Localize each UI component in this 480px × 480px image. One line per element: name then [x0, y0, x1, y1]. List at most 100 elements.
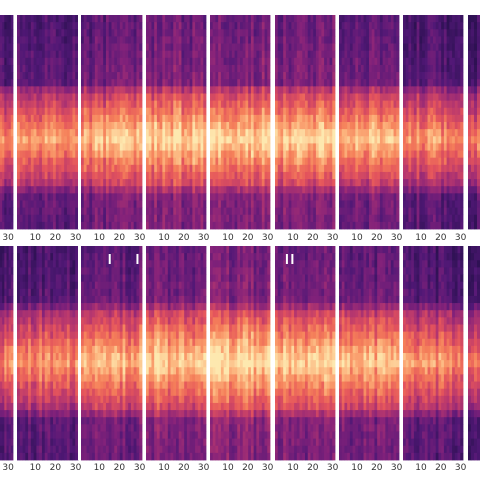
heatmap-cell — [195, 179, 199, 187]
heatmap-cell — [215, 207, 219, 216]
heatmap-cell — [92, 129, 96, 137]
heatmap-cell — [237, 22, 241, 30]
heatmap-cell — [396, 107, 400, 116]
heatmap-cell — [148, 79, 152, 87]
heatmap-cell — [176, 136, 180, 144]
heatmap-cell — [283, 157, 287, 166]
heatmap-cell — [277, 86, 281, 94]
heatmap-cell — [103, 79, 107, 87]
heatmap-cell — [329, 79, 333, 87]
heatmap-cell — [240, 143, 244, 151]
heatmap-cell — [130, 64, 135, 73]
heatmap-cell — [36, 122, 40, 130]
heatmap-cell — [117, 114, 121, 123]
heatmap-cell — [105, 57, 110, 66]
heatmap-cell — [105, 186, 110, 194]
heatmap-cell — [8, 136, 12, 144]
heatmap-cell — [17, 36, 21, 44]
heatmap-cell — [355, 64, 359, 73]
heatmap-cell — [103, 122, 107, 130]
heatmap-cell — [58, 164, 62, 173]
heatmap-cell — [403, 214, 407, 223]
heatmap-cell — [349, 200, 354, 208]
heatmap-cell — [435, 29, 439, 37]
heatmap-cell — [250, 164, 255, 173]
heatmap-cell — [220, 22, 225, 30]
heatmap-cell — [307, 171, 311, 180]
heatmap-cell — [6, 36, 10, 44]
heatmap-cell — [307, 29, 311, 37]
heatmap-cell — [111, 200, 115, 208]
heatmap-cell — [413, 207, 418, 216]
heatmap-cell — [332, 114, 336, 123]
heatmap-cell — [403, 57, 407, 66]
heatmap-cell — [72, 50, 76, 59]
heatmap-cell — [220, 43, 225, 52]
heatmap-cell — [390, 50, 394, 59]
heatmap-cell — [332, 64, 336, 73]
heatmap-cell — [427, 43, 431, 52]
heatmap-cell — [430, 193, 434, 201]
heatmap-cell — [379, 164, 384, 173]
heatmap-cell — [151, 207, 155, 216]
heatmap-cell — [390, 57, 394, 66]
heatmap-cell — [159, 22, 163, 30]
heatmap-cell — [388, 122, 392, 130]
heatmap-cell — [305, 122, 309, 130]
heatmap-cell — [148, 100, 152, 109]
heatmap-cell — [72, 72, 76, 80]
heatmap-cell — [212, 22, 216, 30]
heatmap-cell — [294, 143, 298, 151]
heatmap-cell — [86, 157, 90, 166]
heatmap-cell — [173, 29, 177, 37]
heatmap-cell — [154, 93, 158, 101]
heatmap-cell — [366, 122, 370, 130]
heatmap-cell — [44, 179, 48, 187]
heatmap-cell — [256, 57, 260, 66]
heatmap-cell — [215, 15, 219, 23]
heatmap-cell — [390, 129, 394, 137]
heatmap-cell — [310, 129, 314, 137]
heatmap-cell — [422, 100, 426, 109]
heatmap-cell — [299, 143, 303, 151]
heatmap-cell — [305, 50, 309, 59]
heatmap-cell — [352, 122, 356, 130]
heatmap-cell — [111, 64, 115, 73]
heatmap-cell — [0, 193, 3, 201]
heatmap-cell — [377, 179, 381, 187]
heatmap-cell — [339, 86, 343, 94]
heatmap-cell — [435, 143, 439, 151]
heatmap-cell — [261, 36, 265, 44]
heatmap-cell — [360, 79, 364, 87]
heatmap-cell — [136, 43, 140, 52]
heatmap-cell — [248, 157, 252, 166]
heatmap-cell — [186, 114, 191, 123]
heatmap-cell — [416, 179, 420, 187]
heatmap-cell — [36, 164, 40, 173]
heatmap-cell — [326, 143, 330, 151]
heatmap-cell — [151, 86, 155, 94]
heatmap-cell — [167, 50, 171, 59]
heatmap-cell — [283, 93, 287, 101]
heatmap-cell — [69, 50, 73, 59]
heatmap-cell — [81, 221, 85, 230]
heatmap-cell — [390, 29, 394, 37]
heatmap-cell — [245, 79, 249, 87]
heatmap-cell — [220, 93, 225, 101]
heatmap-cell — [22, 164, 26, 173]
heatmap-cell — [28, 136, 32, 144]
heatmap-cell — [17, 79, 21, 87]
x-tick-label: 10 — [222, 233, 234, 243]
heatmap-cell — [366, 64, 370, 73]
heatmap-cell — [162, 86, 166, 94]
heatmap-cell — [349, 100, 354, 109]
heatmap-cell — [69, 186, 73, 194]
heatmap-cell — [422, 129, 426, 137]
heatmap-cell — [22, 15, 26, 23]
heatmap-cell — [2, 207, 5, 216]
heatmap-cell — [355, 57, 359, 66]
heatmap-cell — [349, 214, 354, 223]
heatmap-cell — [234, 200, 238, 208]
heatmap-cell — [277, 100, 281, 109]
heatmap-cell — [36, 143, 40, 151]
